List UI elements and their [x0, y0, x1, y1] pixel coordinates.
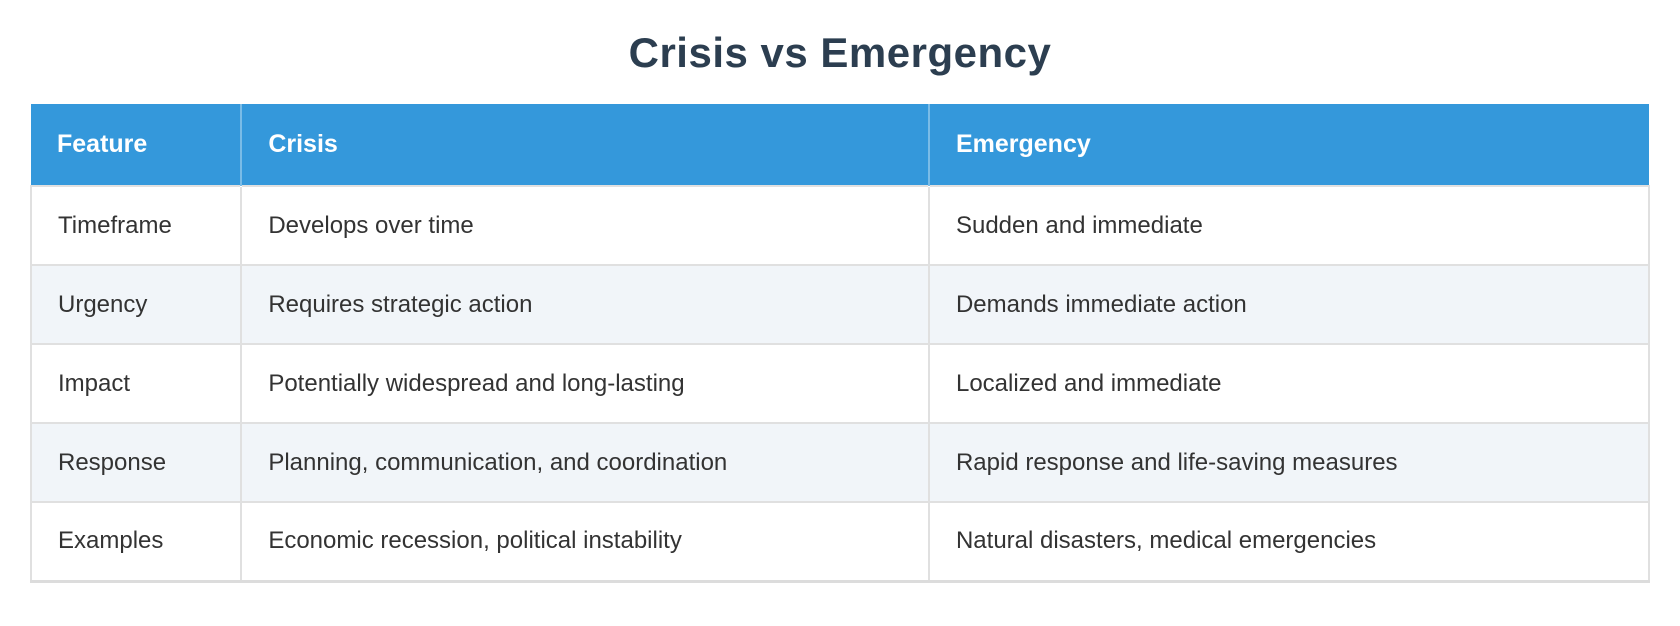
- comparison-table: Feature Crisis Emergency Timeframe Develo…: [29, 104, 1651, 583]
- table-row: Timeframe Develops over time Sudden and im…: [29, 185, 1651, 266]
- table-body: Timeframe Develops over time Sudden and im…: [29, 185, 1651, 582]
- cell-crisis: Planning, communication, and coordinatio…: [240, 422, 930, 503]
- column-header-emergency: Emergency: [928, 104, 1649, 186]
- table-header-row: Feature Crisis Emergency: [31, 104, 1649, 186]
- cell-feature: Impact: [29, 343, 243, 424]
- table-row: Response Planning, communication, and coo…: [29, 422, 1651, 503]
- table-row: Examples Economic recession, political in…: [29, 501, 1651, 582]
- cell-feature: Examples: [29, 501, 243, 582]
- table-row: Urgency Requires strategic action Demands …: [29, 264, 1651, 345]
- cell-crisis: Develops over time: [240, 185, 930, 266]
- cell-crisis: Potentially widespread and long-lasting: [240, 343, 930, 424]
- page-title: Crisis vs Emergency: [628, 29, 1052, 76]
- column-header-crisis: Crisis: [241, 104, 930, 186]
- cell-crisis: Economic recession, political instabilit…: [240, 501, 930, 582]
- column-header-feature: Feature: [31, 104, 243, 186]
- cell-emergency: Localized and immediate: [927, 343, 1651, 424]
- table-row: Impact Potentially widespread and long-la…: [29, 343, 1651, 424]
- cell-crisis: Requires strategic action: [240, 264, 930, 345]
- cell-feature: Timeframe: [29, 185, 243, 266]
- cell-emergency: Rapid response and life-saving measures: [927, 422, 1651, 503]
- table-header: Feature Crisis Emergency: [31, 104, 1649, 186]
- cell-emergency: Demands immediate action: [927, 264, 1651, 345]
- cell-feature: Response: [29, 422, 243, 503]
- cell-feature: Urgency: [29, 264, 243, 345]
- cell-emergency: Natural disasters, medical emergencies: [927, 501, 1651, 582]
- cell-emergency: Sudden and immediate: [927, 185, 1651, 266]
